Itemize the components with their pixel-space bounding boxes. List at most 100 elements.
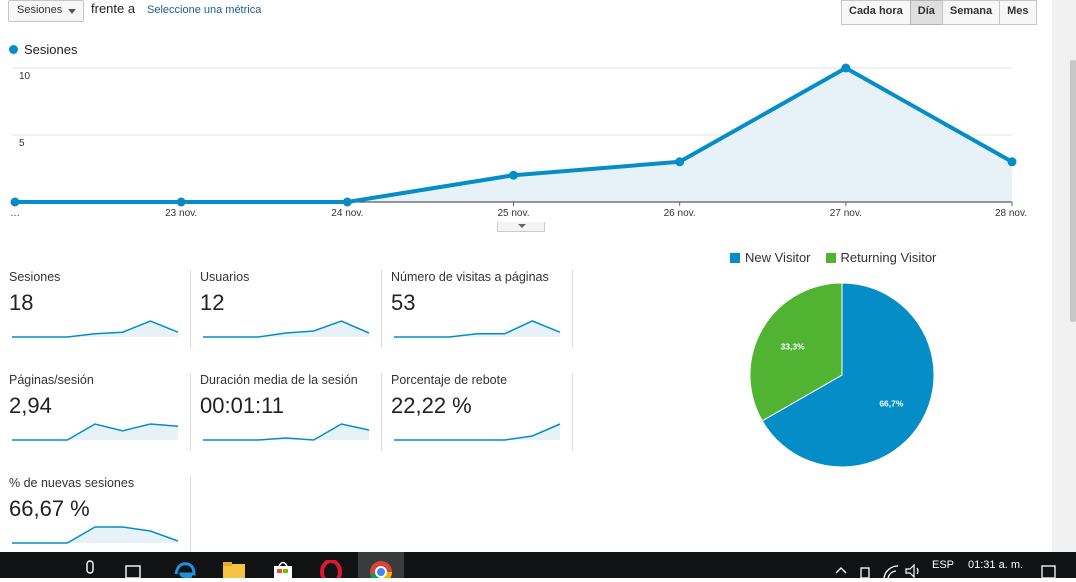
x-tick-label: 28 nov. [995, 208, 1027, 219]
caret-down-icon [518, 224, 526, 228]
opera-icon[interactable] [320, 560, 342, 578]
primary-metric-select[interactable]: Sesiones [8, 0, 84, 22]
edge-icon[interactable] [174, 560, 196, 578]
scorecard-metric-value: 22,22 % [391, 393, 472, 418]
sparkline-area [203, 321, 369, 337]
sparkline-area [12, 424, 178, 440]
period-toggle: Cada hora Día Semana Mes [841, 0, 1037, 25]
period-day-button[interactable]: Día [909, 0, 943, 25]
scorecard[interactable]: Usuarios 12 [200, 270, 382, 362]
sparkline-area [394, 424, 560, 440]
input-language-indicator[interactable]: ESP [932, 559, 955, 571]
volume-icon[interactable] [904, 564, 924, 582]
sparkline-line [12, 320, 179, 338]
scorecard-metric-name: Número de visitas a páginas [391, 270, 549, 284]
visitor-type-pie-chart: 66,7% 33,3% [749, 282, 935, 468]
scorecard[interactable]: Sesiones 18 [9, 270, 191, 362]
file-explorer-icon[interactable] [222, 560, 246, 578]
swatch-icon [730, 253, 740, 263]
pie-legend-label-returning: Returning Visitor [840, 250, 937, 265]
scorecard[interactable]: Páginas/sesión 2,94 [9, 373, 191, 465]
pie-slice[interactable] [761, 282, 935, 468]
sparkline-area [12, 527, 178, 543]
data-point[interactable] [675, 157, 685, 167]
scorecard-metric-name: Duración media de la sesión [200, 373, 358, 387]
pie-slice-label: 66,7% [879, 399, 904, 409]
x-tick-label: 24 nov. [331, 208, 363, 219]
scorecard-sparkline [203, 320, 370, 338]
data-point[interactable] [841, 63, 851, 73]
versus-label: frente a [91, 1, 136, 16]
action-center-icon[interactable] [1040, 564, 1058, 582]
y-tick-label: 5 [19, 138, 25, 149]
sessions-line-chart: 10 5 … 23 nov. 24 nov. 25 nov. 26 nov. 27 nov. 2… [10, 63, 1027, 219]
sparkline-line [394, 423, 561, 441]
legend-series-label: Sesiones [24, 42, 78, 57]
pie-legend-label-new: New Visitor [745, 250, 811, 265]
taskbar-clock[interactable]: 01:31 a. m. [968, 559, 1024, 571]
scorecard-sparkline [12, 320, 179, 338]
scorecard-metric-value: 12 [200, 290, 225, 315]
sparkline-line [394, 320, 561, 338]
scorecard-metric-value: 00:01:11 [200, 393, 285, 418]
scorecard-metric-value: 2,94 [9, 393, 52, 418]
scorecard-metric-name: Páginas/sesión [9, 373, 94, 387]
data-point[interactable] [1007, 157, 1017, 167]
wifi-icon[interactable] [882, 564, 900, 582]
scorecard-sparkline [203, 423, 370, 441]
x-tick-label: 27 nov. [830, 208, 862, 219]
series-area [15, 68, 1012, 202]
chevron-up-icon[interactable] [834, 564, 848, 582]
x-tick-label: 25 nov. [497, 208, 529, 219]
scorecard-sparkline [12, 423, 179, 441]
mic-icon[interactable] [84, 560, 96, 578]
scorecard-metric-value: 18 [9, 290, 34, 315]
scorecard-metric-name: Porcentaje de rebote [391, 373, 508, 387]
scorecard[interactable]: % de nuevas sesiones 66,67 % [9, 476, 191, 554]
pie-slice-label: 33,3% [781, 341, 806, 351]
scrollbar-thumb[interactable] [1070, 60, 1076, 322]
y-tick-label: 10 [19, 71, 31, 82]
period-month-button[interactable]: Mes [999, 0, 1037, 25]
pie-legend: New Visitor Returning Visitor [730, 250, 936, 265]
swatch-icon [825, 253, 836, 263]
data-point[interactable] [509, 170, 518, 180]
scorecard-metric-name: Sesiones [9, 270, 61, 284]
series-dot-icon [9, 45, 18, 54]
task-view-icon[interactable] [124, 560, 144, 578]
scorecard-metric-value: 53 [391, 290, 416, 315]
store-icon[interactable] [272, 560, 294, 578]
scorecard-sparkline [12, 526, 179, 544]
sparkline-line [12, 526, 179, 544]
pie-legend-item-new: New Visitor [730, 250, 811, 265]
period-week-button[interactable]: Semana [941, 0, 1001, 25]
x-tick-label: 23 nov. [165, 208, 197, 219]
scorecard-metric-name: Usuarios [200, 270, 250, 284]
chevron-down-icon [68, 9, 76, 14]
scorecard-sparkline [394, 423, 561, 441]
select-metric-link[interactable]: Seleccione una métrica [147, 4, 262, 16]
sparkline-area [203, 424, 369, 440]
scorecard-sparkline [394, 320, 561, 338]
chrome-icon[interactable] [369, 560, 393, 578]
pie-legend-item-returning: Returning Visitor [825, 250, 937, 265]
scorecard-metric-name: % de nuevas sesiones [9, 476, 135, 490]
sparkline-line [203, 423, 370, 441]
chart-collapse-handle[interactable] [497, 222, 545, 232]
windows-taskbar: ESP 01:31 a. m. [0, 552, 1076, 579]
battery-icon[interactable] [858, 564, 874, 582]
sparkline-area [12, 321, 178, 337]
scorecard[interactable]: Duración media de la sesión 00:01:11 [200, 373, 382, 465]
period-hourly-button[interactable]: Cada hora [841, 0, 911, 25]
scorecard[interactable]: Número de visitas a páginas 53 [391, 270, 573, 362]
x-tick-label: … [10, 208, 20, 219]
scorecard[interactable]: Porcentaje de rebote 22,22 % [391, 373, 573, 465]
sparkline-area [394, 321, 560, 337]
primary-metric-label: Sesiones [17, 4, 63, 16]
sparkline-line [12, 423, 179, 441]
main-chart-legend: Sesiones [9, 42, 77, 57]
x-tick-label: 26 nov. [664, 208, 696, 219]
sparkline-line [203, 320, 370, 338]
pie-slice[interactable] [749, 282, 843, 422]
scorecard-metric-value: 66,67 % [9, 496, 90, 521]
